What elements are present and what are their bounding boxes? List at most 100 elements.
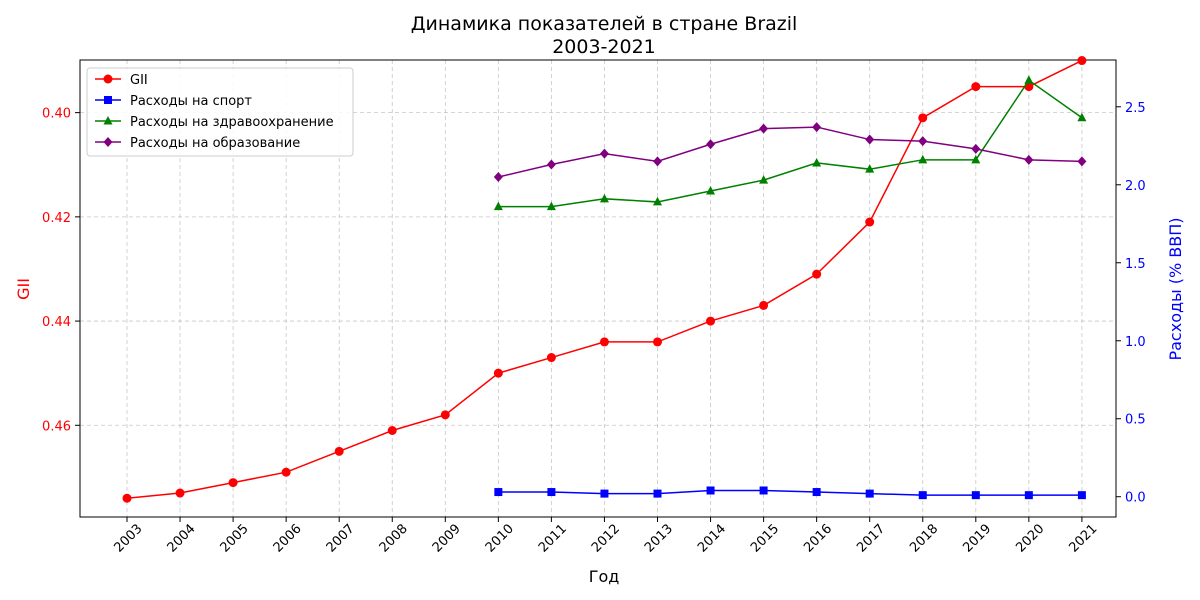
data-point: [599, 148, 609, 159]
data-point: [918, 136, 928, 147]
y-left-tick-label: 0.42: [42, 211, 71, 226]
y-axis-left-label: GII: [14, 278, 33, 300]
x-tick-label: 2012: [589, 522, 623, 556]
y-right-tick-label: 1.0: [1125, 335, 1146, 350]
chart-subtitle: 2003-2021: [552, 36, 656, 58]
legend-marker: [103, 137, 113, 147]
y-axis-right-label: Расходы (% ВВП): [1166, 217, 1185, 360]
data-point: [546, 159, 556, 170]
data-point: [759, 300, 769, 310]
x-tick-label: 2020: [1013, 522, 1047, 556]
data-point: [706, 316, 716, 326]
x-tick-label: 2021: [1066, 522, 1100, 556]
series-1: [494, 486, 1086, 500]
data-point: [706, 139, 716, 150]
data-point: [546, 201, 556, 211]
legend-marker: [104, 96, 112, 104]
x-axis: 2003 2004 2005 2006 2007 2008 2009 2010 2011 2012…: [112, 517, 1100, 556]
legend-marker: [103, 116, 113, 125]
data-point: [494, 488, 503, 497]
y-right-tick-label: 0.0: [1125, 491, 1146, 506]
x-tick-label: 2013: [642, 522, 676, 556]
x-tick-label: 2015: [748, 522, 782, 556]
series-layer: [122, 56, 1087, 503]
series-3: [493, 122, 1087, 182]
legend-label: GII: [130, 73, 148, 88]
data-point: [493, 201, 503, 211]
data-point: [865, 217, 875, 227]
series-2: [493, 75, 1087, 211]
grid: [80, 60, 1116, 517]
y-axis-right: 0.0 0.5 1.0 1.5 2.0 2.5: [1116, 101, 1146, 506]
data-point: [971, 491, 980, 500]
data-point: [281, 467, 291, 477]
chart-title: Динамика показателей в стране Brazil: [411, 13, 798, 35]
data-point: [865, 489, 874, 498]
x-tick-label: 2008: [377, 522, 411, 556]
data-point: [599, 193, 609, 203]
data-point: [812, 488, 821, 497]
data-point: [653, 337, 662, 347]
data-point: [493, 171, 503, 182]
data-point: [547, 488, 556, 497]
legend-box: [86, 67, 354, 157]
data-point: [759, 123, 769, 134]
data-point: [1024, 154, 1034, 165]
y-left-tick-label: 0.40: [42, 107, 71, 122]
legend-item: Расходы на здравоохранение: [95, 115, 334, 130]
x-tick-label: 2019: [960, 522, 994, 556]
series-line: [498, 489, 1082, 496]
series-line: [498, 79, 1083, 208]
x-tick-label: 2017: [854, 522, 888, 556]
legend-marker: [103, 74, 113, 84]
y-right-tick-label: 1.5: [1125, 257, 1146, 272]
x-tick-label: 2007: [324, 522, 358, 556]
plot-area: [79, 59, 1117, 518]
data-point: [759, 486, 768, 495]
x-tick-label: 2014: [695, 522, 729, 556]
data-point: [653, 156, 662, 167]
legend-item: Расходы на образование: [95, 136, 300, 151]
data-point: [493, 368, 503, 378]
data-point: [228, 478, 238, 488]
data-point: [759, 175, 769, 184]
data-point: [600, 489, 609, 498]
series-line: [498, 126, 1082, 178]
data-point: [1077, 156, 1087, 167]
data-point: [122, 493, 132, 503]
data-point: [1024, 75, 1034, 84]
data-point: [706, 186, 716, 195]
legend-label: Расходы на образование: [130, 136, 300, 151]
x-tick-label: 2003: [112, 522, 146, 556]
data-point: [1077, 56, 1087, 66]
legend-label: Расходы на спорт: [130, 94, 252, 109]
data-point: [918, 491, 927, 500]
x-tick-label: 2011: [536, 522, 570, 556]
y-left-tick-label: 0.46: [42, 419, 71, 434]
x-tick-label: 2010: [483, 522, 517, 556]
data-point: [918, 154, 928, 164]
x-axis-label: Год: [589, 567, 620, 586]
x-tick-label: 2018: [907, 522, 941, 556]
data-point: [334, 446, 344, 456]
y-right-tick-label: 2.5: [1125, 101, 1146, 116]
data-point: [1077, 112, 1087, 122]
data-point: [175, 488, 185, 498]
y-axis-left: 0.40 0.42 0.44 0.46: [42, 107, 80, 434]
legend: GII Расходы на спорт Расходы на здравоохра…: [86, 67, 354, 157]
data-point: [971, 154, 981, 164]
data-point: [706, 486, 715, 495]
data-point: [865, 164, 875, 173]
data-point: [812, 122, 822, 133]
data-point: [546, 353, 556, 363]
y-right-tick-label: 0.5: [1125, 413, 1146, 428]
legend-item: Расходы на спорт: [95, 94, 252, 109]
y-left-tick-label: 0.44: [42, 315, 71, 330]
x-tick-label: 2016: [801, 522, 835, 556]
data-point: [599, 337, 609, 347]
x-tick-label: 2005: [218, 522, 252, 556]
data-point: [971, 143, 981, 154]
data-point: [812, 269, 822, 279]
data-point: [918, 113, 928, 123]
